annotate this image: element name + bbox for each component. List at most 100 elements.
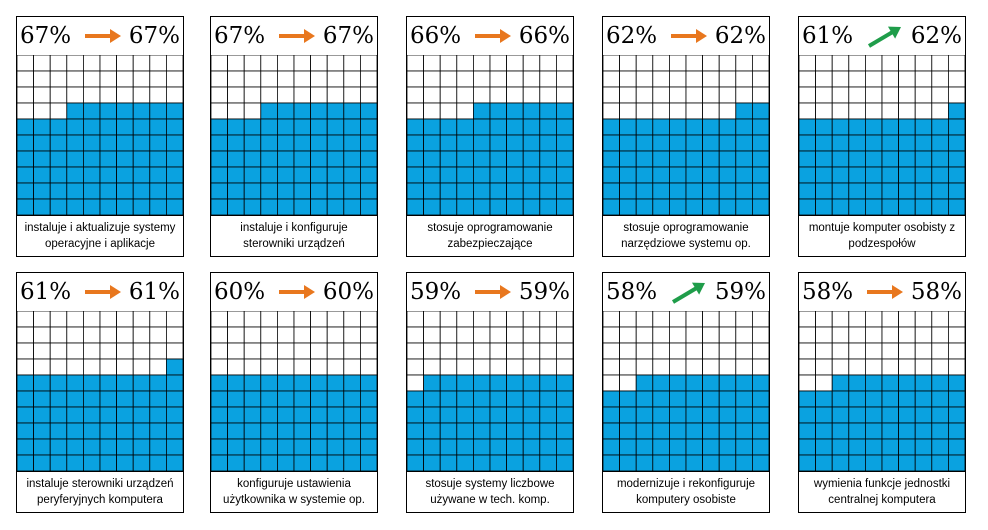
waffle-cell-filled (439, 390, 458, 408)
waffle-cell-filled (489, 150, 508, 168)
panel-header: 62% 62% (603, 17, 769, 55)
waffle-cell-filled (603, 198, 621, 215)
waffle-cell-empty (735, 70, 753, 88)
waffle-cell-empty (326, 358, 345, 376)
waffle-cell-filled (815, 166, 833, 184)
waffle-cell-empty (49, 326, 68, 344)
waffle-cell-empty (116, 70, 134, 88)
waffle-cell-filled (343, 390, 361, 408)
waffle-cell-filled (522, 102, 541, 120)
waffle-cell-empty (227, 86, 245, 104)
waffle-cell-filled (489, 102, 508, 120)
waffle-cell-empty (407, 70, 425, 88)
waffle-cell-empty (293, 311, 312, 328)
waffle-cell-empty (947, 358, 965, 376)
waffle-cell-filled (799, 118, 817, 136)
waffle-cell-filled (326, 454, 345, 471)
waffle-cell-empty (260, 326, 278, 344)
waffle-cell-empty (603, 311, 621, 328)
waffle-grid (211, 55, 377, 215)
waffle-cell-empty (914, 342, 933, 360)
panel-caption: stosuje oprogramowanie narzędziowe syste… (603, 215, 769, 256)
arrow-right-icon (85, 285, 121, 299)
waffle-cell-filled (506, 454, 524, 471)
waffle-cell-filled (702, 182, 720, 200)
waffle-cell-empty (260, 358, 278, 376)
waffle-cell-filled (17, 438, 35, 456)
waffle-cell-empty (243, 311, 262, 328)
waffle-cell-filled (898, 198, 916, 215)
waffle-cell-empty (931, 70, 949, 88)
waffle-cell-empty (831, 358, 850, 376)
waffle-cell-filled (149, 438, 167, 456)
waffle-cell-filled (931, 422, 949, 440)
waffle-cell-empty (423, 102, 441, 120)
waffle-cell-empty (277, 358, 295, 376)
waffle-cell-empty (211, 311, 229, 328)
waffle-cell-filled (799, 454, 817, 471)
waffle-cell-empty (619, 102, 637, 120)
value-after-label: 62% (714, 23, 766, 49)
waffle-cell-empty (49, 358, 68, 376)
waffle-cell-filled (799, 438, 817, 456)
waffle-cell-filled (702, 118, 720, 136)
waffle-cell-filled (456, 182, 474, 200)
waffle-cell-empty (407, 342, 425, 360)
waffle-cell-empty (407, 86, 425, 104)
waffle-cell-filled (914, 134, 933, 152)
waffle-cell-empty (343, 358, 361, 376)
waffle-cell-filled (539, 406, 557, 424)
waffle-cell-empty (898, 86, 916, 104)
waffle-cell-filled (211, 182, 229, 200)
waffle-cell-filled (735, 118, 753, 136)
waffle-cell-empty (539, 358, 557, 376)
waffle-cell-filled (635, 374, 654, 392)
waffle-cell-filled (652, 406, 670, 424)
waffle-cell-empty (718, 326, 737, 344)
waffle-cell-filled (99, 374, 118, 392)
value-before-label: 60% (214, 279, 266, 305)
waffle-panel: 59% 59% stosuje systemy liczbowe używane w… (406, 272, 574, 513)
waffle-cell-filled (116, 422, 134, 440)
waffle-cell-filled (881, 374, 900, 392)
waffle-cell-filled (506, 374, 524, 392)
waffle-cell-filled (831, 438, 850, 456)
waffle-cell-filled (260, 166, 278, 184)
waffle-cell-filled (293, 390, 312, 408)
waffle-cell-filled (718, 182, 737, 200)
waffle-cell-empty (132, 311, 151, 328)
waffle-cell-empty (619, 374, 637, 392)
waffle-cell-filled (243, 134, 262, 152)
waffle-cell-filled (260, 102, 278, 120)
waffle-cell-filled (407, 406, 425, 424)
waffle-cell-filled (83, 422, 101, 440)
waffle-cell-empty (407, 55, 425, 72)
arrow-right-icon (279, 29, 315, 43)
waffle-cell-filled (359, 182, 377, 200)
waffle-cell-filled (555, 150, 573, 168)
waffle-cell-filled (831, 374, 850, 392)
waffle-cell-empty (407, 358, 425, 376)
waffle-cell-filled (17, 150, 35, 168)
waffle-cell-filled (277, 406, 295, 424)
waffle-cell-filled (83, 134, 101, 152)
waffle-cell-filled (799, 150, 817, 168)
waffle-cell-empty (506, 86, 524, 104)
waffle-cell-empty (489, 311, 508, 328)
waffle-cell-empty (260, 342, 278, 360)
waffle-cell-filled (522, 406, 541, 424)
waffle-cell-empty (815, 358, 833, 376)
waffle-cell-empty (456, 55, 474, 72)
waffle-cell-filled (881, 438, 900, 456)
waffle-cell-filled (702, 198, 720, 215)
waffle-cell-empty (211, 326, 229, 344)
waffle-cell-empty (848, 102, 866, 120)
waffle-cell-filled (489, 198, 508, 215)
waffle-cell-filled (277, 454, 295, 471)
waffle-grid (799, 311, 965, 471)
waffle-cell-filled (359, 102, 377, 120)
waffle-cell-empty (359, 311, 377, 328)
waffle-cell-filled (815, 118, 833, 136)
waffle-cell-filled (898, 118, 916, 136)
waffle-cell-empty (165, 342, 183, 360)
